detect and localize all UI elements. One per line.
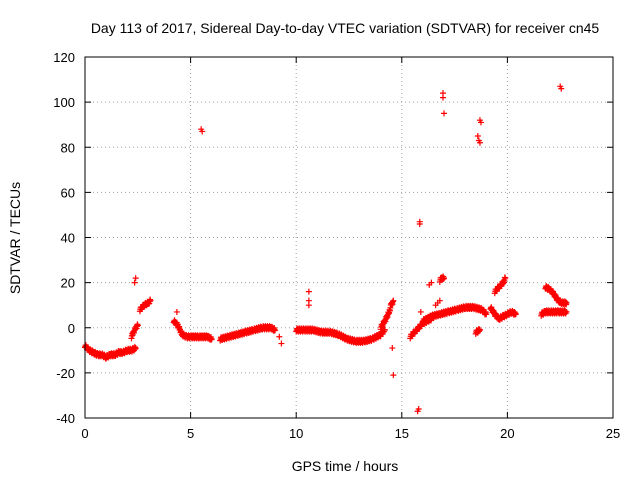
- x-tick-label: 0: [81, 426, 88, 441]
- data-point: [502, 275, 509, 282]
- data-point: [512, 311, 519, 318]
- x-tick-label: 5: [187, 426, 194, 441]
- data-point: [483, 311, 490, 318]
- gridlines: [85, 57, 613, 418]
- data-point: [415, 405, 422, 412]
- data-point: [474, 132, 481, 139]
- data-point: [199, 128, 206, 135]
- data-point: [147, 297, 154, 304]
- y-tick-label: 40: [61, 231, 75, 246]
- data-point: [276, 333, 283, 340]
- y-tick-label: 0: [68, 321, 75, 336]
- data-point: [272, 327, 279, 334]
- data-point: [441, 275, 448, 282]
- y-tick-label: 20: [61, 276, 75, 291]
- data-point: [131, 279, 138, 286]
- data-point: [132, 345, 139, 352]
- x-tick-label: 15: [395, 426, 409, 441]
- data-point: [436, 297, 443, 304]
- x-tick-label: 25: [606, 426, 620, 441]
- data-point: [476, 327, 483, 334]
- data-point: [563, 299, 570, 306]
- data-point: [476, 139, 483, 146]
- axis-ticks: 0 5 10 15 20 25 -40 -20 0 20 40 60 80 100 120: [53, 50, 620, 441]
- data-point: [390, 297, 397, 304]
- y-tick-label: 120: [53, 50, 75, 65]
- y-tick-label: 100: [53, 95, 75, 110]
- data-point: [278, 340, 285, 347]
- data-point: [439, 94, 446, 101]
- chart-title: Day 113 of 2017, Sidereal Day-to-day VTE…: [91, 20, 600, 36]
- data-point: [563, 308, 570, 315]
- y-tick-label: -40: [56, 411, 75, 426]
- data-point: [441, 110, 448, 117]
- data-point: [208, 336, 215, 343]
- y-tick-label: 60: [61, 185, 75, 200]
- data-point: [305, 288, 312, 295]
- data-point: [132, 275, 139, 282]
- data-point: [417, 308, 424, 315]
- data-point: [478, 119, 484, 126]
- x-tick-label: 10: [289, 426, 303, 441]
- y-tick-label: 80: [61, 140, 75, 155]
- data-point: [134, 322, 141, 329]
- x-tick-label: 20: [500, 426, 514, 441]
- data-point: [389, 345, 396, 352]
- y-tick-label: -20: [56, 366, 75, 381]
- data-point: [173, 308, 180, 315]
- data-point: [381, 327, 388, 334]
- data-point: [428, 279, 435, 286]
- data-point: [416, 218, 423, 225]
- data-point: [305, 302, 312, 309]
- data-points: [82, 83, 570, 415]
- data-point: [390, 372, 397, 379]
- x-axis-label: GPS time / hours: [292, 458, 399, 474]
- y-axis-label: SDTVAR / TECUs: [7, 182, 23, 294]
- data-point: [558, 85, 565, 92]
